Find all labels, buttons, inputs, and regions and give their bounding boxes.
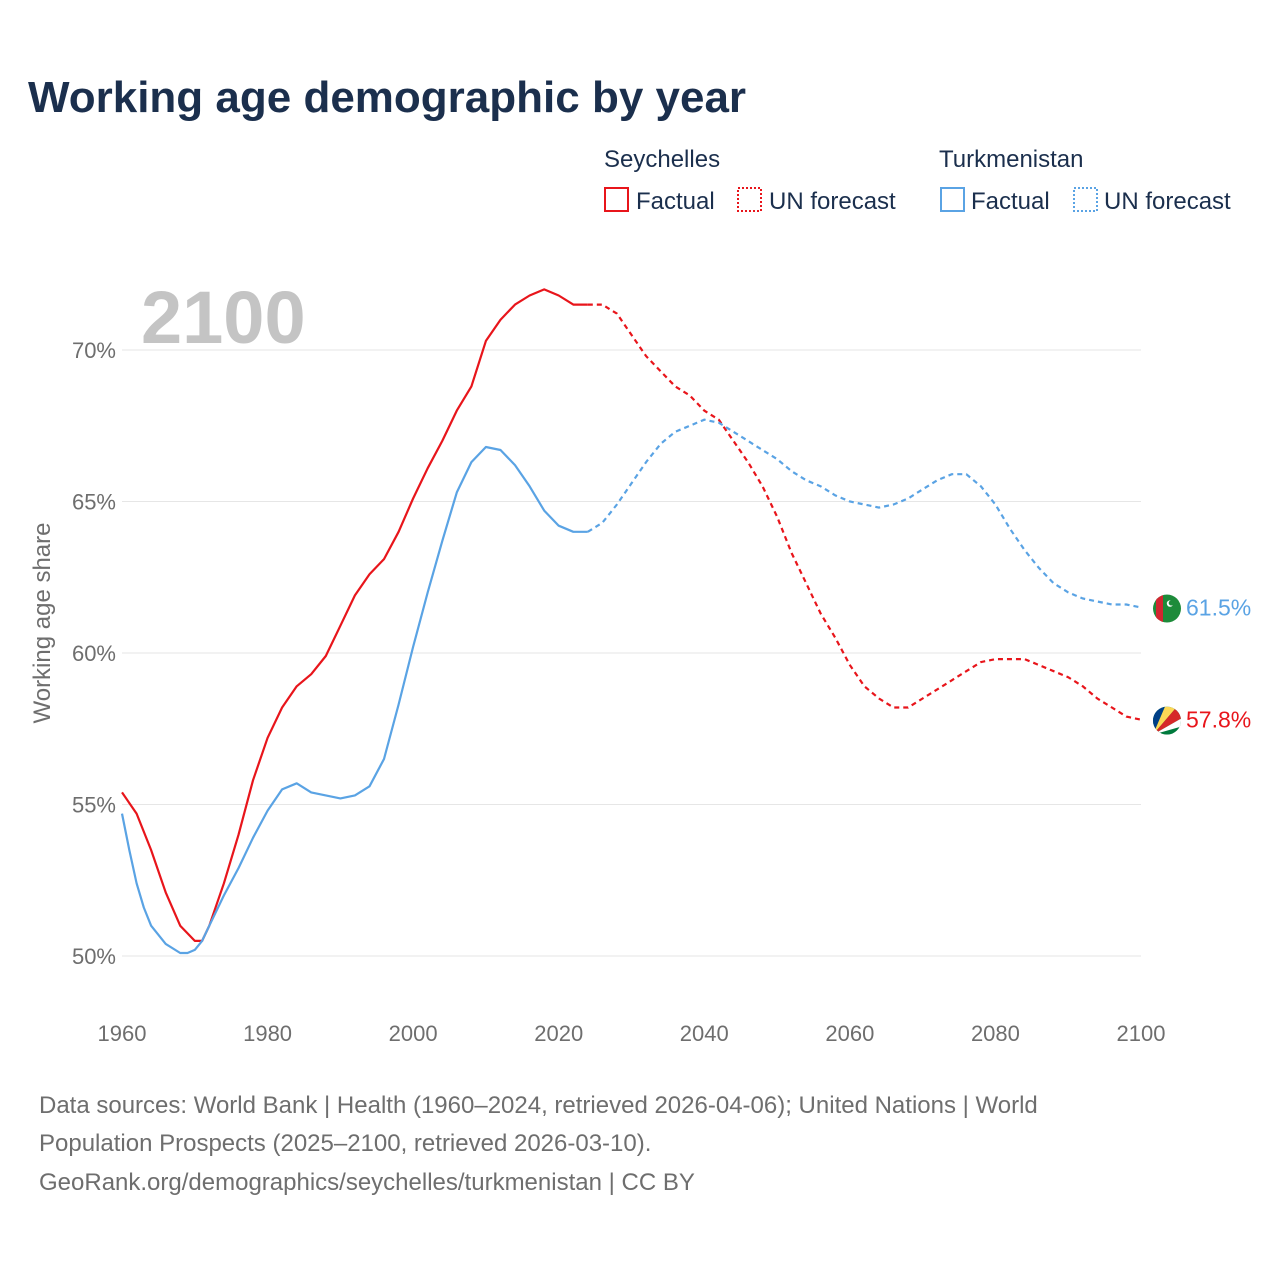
legend-swatch-turkmenistan-forecast	[1073, 187, 1098, 212]
source-line-1: Data sources: World Bank | Health (1960–…	[39, 1092, 1038, 1119]
legend-label-turkmenistan-forecast: UN forecast	[1104, 188, 1231, 215]
legend-label-seychelles-forecast: UN forecast	[769, 188, 896, 215]
legend-swatch-seychelles-forecast	[737, 187, 762, 212]
end-markers: 57.8% 61.5%	[1153, 594, 1251, 735]
y-tick-50: 50%	[72, 944, 116, 969]
x-tick-2000: 2000	[389, 1021, 438, 1046]
x-tick-2040: 2040	[680, 1021, 729, 1046]
x-tick-2060: 2060	[825, 1021, 874, 1046]
line-seychelles-forecast	[587, 303, 1142, 721]
legend-group-turkmenistan: Turkmenistan	[939, 146, 1084, 173]
year-indicator: 2100	[141, 276, 306, 359]
legend-label-seychelles-factual: Factual	[636, 188, 715, 215]
end-label-seychelles: 57.8%	[1186, 707, 1251, 733]
y-tick-70: 70%	[72, 338, 116, 363]
line-seychelles-factual	[121, 288, 588, 942]
y-tick-65: 65%	[72, 490, 116, 515]
source-line-2: Population Prospects (2025–2100, retriev…	[39, 1130, 651, 1157]
series-lines	[120, 288, 1142, 955]
y-axis-label: Working age share	[29, 523, 56, 724]
line-turkmenistan-forecast	[587, 418, 1142, 609]
y-tick-55: 55%	[72, 793, 116, 818]
legend-swatch-seychelles-factual	[604, 187, 629, 212]
x-tick-2020: 2020	[534, 1021, 583, 1046]
flag-seychelles-icon	[1153, 706, 1181, 735]
x-axis-ticks: 1960 1980 2000 2020 2040 2060 2080 2100	[98, 1021, 1166, 1046]
end-label-turkmenistan: 61.5%	[1186, 595, 1251, 621]
legend: Seychelles Factual UN forecast Turkmenis…	[604, 146, 1231, 215]
x-tick-2100: 2100	[1117, 1021, 1166, 1046]
y-axis-ticks: 50% 55% 60% 65% 70%	[72, 338, 116, 969]
chart-title: Working age demographic by year	[28, 73, 746, 122]
x-tick-1980: 1980	[243, 1021, 292, 1046]
source-attribution: GeoRank.org/demographics/seychelles/turk…	[39, 1169, 695, 1196]
grid-lines	[122, 349, 1141, 957]
legend-swatch-turkmenistan-factual	[940, 187, 965, 212]
legend-group-seychelles: Seychelles	[604, 146, 720, 173]
x-tick-2080: 2080	[971, 1021, 1020, 1046]
line-turkmenistan-factual	[120, 445, 588, 955]
flag-turkmenistan-icon	[1153, 594, 1181, 623]
y-tick-60: 60%	[72, 641, 116, 666]
x-tick-1960: 1960	[98, 1021, 147, 1046]
legend-label-turkmenistan-factual: Factual	[971, 188, 1050, 215]
